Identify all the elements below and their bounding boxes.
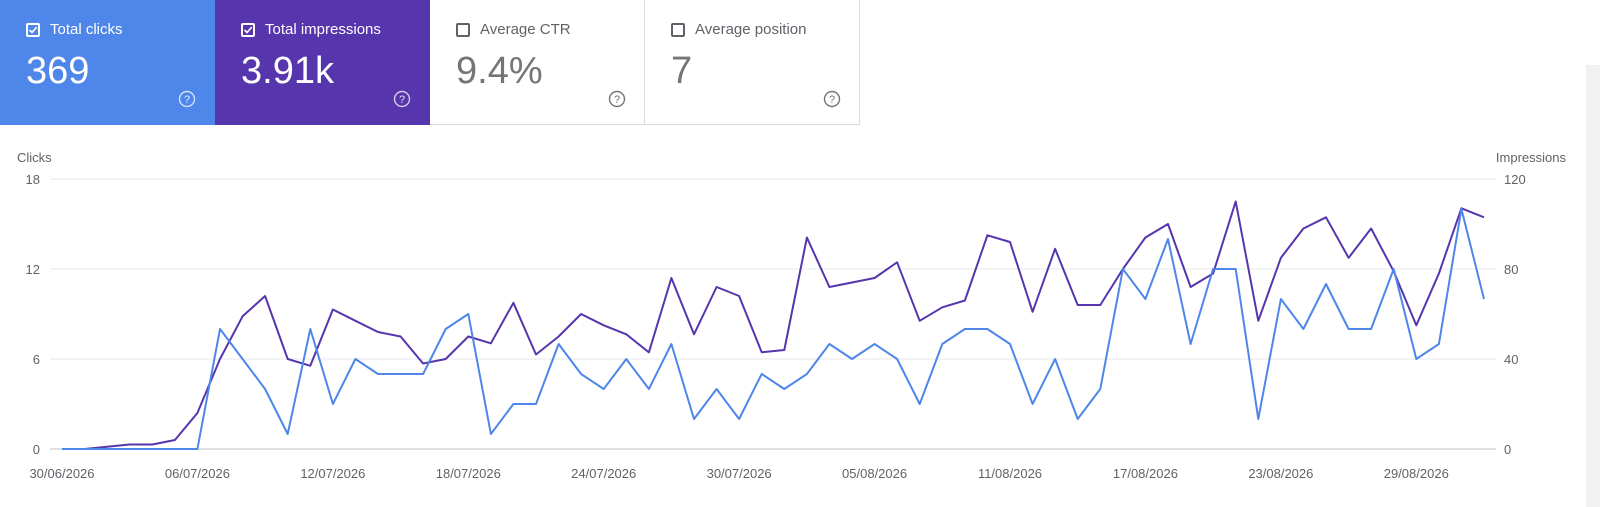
svg-text:?: ?	[614, 94, 620, 106]
y-left-tick-label: 0	[33, 442, 40, 457]
y-left-axis-title: Clicks	[17, 150, 52, 165]
y-right-tick-label: 120	[1504, 172, 1526, 187]
average-position-value: 7	[671, 50, 693, 92]
series-lines	[62, 200, 1485, 450]
x-tick-label: 29/08/2026	[1384, 466, 1449, 481]
y-right-tick-label: 40	[1504, 352, 1518, 367]
performance-chart: Clicks Impressions 0 6 12 18 0 40 80 120 30/06…	[17, 150, 1567, 481]
y-right-ticks: 0 40 80 120	[1504, 172, 1526, 457]
help-icon[interactable]: ?	[393, 90, 411, 108]
total-impressions-label: Total impressions	[265, 21, 381, 38]
y-left-tick-label: 12	[26, 262, 40, 277]
help-icon[interactable]: ?	[823, 90, 841, 108]
y-right-axis-title: Impressions	[1496, 150, 1567, 165]
average-ctr-label: Average CTR	[480, 21, 571, 38]
x-axis-ticks: 30/06/2026 06/07/2026 12/07/2026 18/07/2026…	[29, 466, 1448, 481]
grid-lines	[50, 178, 1496, 450]
y-right-tick-label: 0	[1504, 442, 1511, 457]
svg-text:?: ?	[829, 94, 835, 106]
clicks-series-line	[62, 208, 1485, 450]
checkbox-icon[interactable]	[241, 23, 255, 37]
svg-text:?: ?	[399, 94, 405, 106]
y-left-tick-label: 18	[26, 172, 40, 187]
total-impressions-card[interactable]: Total impressions 3.91k ?	[215, 0, 430, 125]
y-left-ticks: 0 6 12 18	[26, 172, 40, 457]
x-tick-label: 17/08/2026	[1113, 466, 1178, 481]
x-tick-label: 30/06/2026	[29, 466, 94, 481]
total-clicks-value: 369	[26, 50, 90, 92]
help-icon[interactable]: ?	[608, 90, 626, 108]
total-clicks-label: Total clicks	[50, 21, 123, 38]
y-right-tick-label: 80	[1504, 262, 1518, 277]
checkbox-icon[interactable]	[671, 23, 685, 37]
average-ctr-value: 9.4%	[456, 50, 543, 92]
x-tick-label: 24/07/2026	[571, 466, 636, 481]
x-tick-label: 12/07/2026	[300, 466, 365, 481]
average-position-card[interactable]: Average position 7 ?	[645, 0, 860, 125]
impressions-series-line	[62, 200, 1485, 450]
svg-text:?: ?	[184, 94, 190, 106]
checkbox-icon[interactable]	[26, 23, 40, 37]
total-impressions-value: 3.91k	[241, 50, 334, 92]
x-tick-label: 11/08/2026	[978, 466, 1042, 481]
average-position-label: Average position	[695, 21, 807, 38]
y-left-tick-label: 6	[33, 352, 40, 367]
x-tick-label: 30/07/2026	[707, 466, 772, 481]
metric-cards: Total clicks 369 ? Total impressions 3.9…	[0, 0, 860, 125]
checkbox-icon[interactable]	[456, 23, 470, 37]
total-clicks-card[interactable]: Total clicks 369 ?	[0, 0, 215, 125]
x-tick-label: 23/08/2026	[1248, 466, 1313, 481]
x-tick-label: 18/07/2026	[436, 466, 501, 481]
x-tick-label: 06/07/2026	[165, 466, 230, 481]
scrollbar[interactable]	[1586, 65, 1600, 507]
x-tick-label: 05/08/2026	[842, 466, 907, 481]
help-icon[interactable]: ?	[178, 90, 196, 108]
average-ctr-card[interactable]: Average CTR 9.4% ?	[430, 0, 645, 125]
